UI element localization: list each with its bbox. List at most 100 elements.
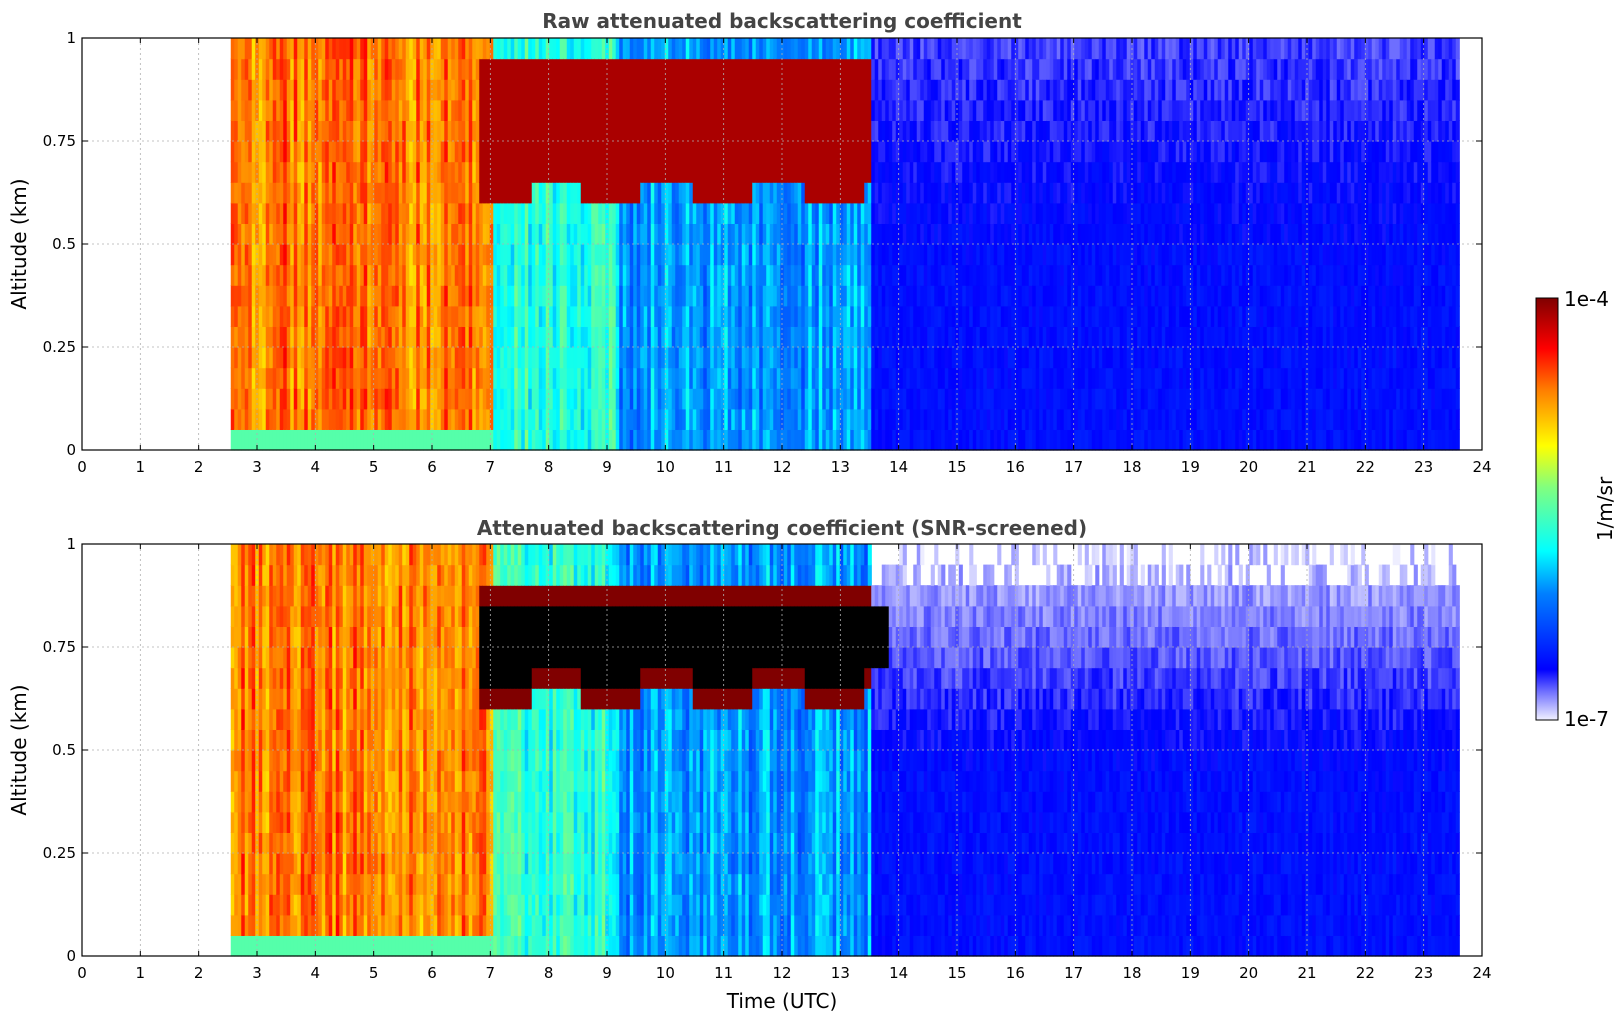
heatmap-cell	[1081, 408, 1086, 430]
heatmap-cell	[1004, 58, 1009, 80]
heatmap-cell	[920, 326, 925, 348]
heatmap-cell	[486, 244, 491, 266]
heatmap-cell	[626, 305, 631, 327]
heatmap-cell	[790, 99, 795, 121]
heatmap-cell	[577, 202, 582, 224]
heatmap-cell	[1021, 182, 1026, 204]
heatmap-cell	[713, 79, 718, 101]
heatmap-cell	[797, 367, 802, 389]
heatmap-cell	[825, 99, 830, 121]
heatmap-cell	[332, 408, 337, 430]
heatmap-cell	[521, 326, 526, 348]
heatmap-cell	[990, 120, 995, 142]
heatmap-cell	[1081, 182, 1086, 204]
heatmap-cell	[1014, 38, 1019, 60]
heatmap-cell	[591, 305, 596, 327]
heatmap-cell	[731, 161, 736, 183]
heatmap-cell	[1063, 223, 1068, 245]
heatmap-cell	[451, 367, 456, 389]
heatmap-cell	[1046, 141, 1051, 163]
heatmap-cell	[689, 429, 694, 451]
heatmap-cell	[272, 408, 277, 430]
heatmap-cell	[787, 367, 792, 389]
heatmap-cell	[423, 120, 428, 142]
heatmap-cell	[671, 285, 676, 307]
heatmap-cell	[1095, 223, 1100, 245]
heatmap-cell	[1004, 388, 1009, 410]
heatmap-cell	[748, 99, 753, 121]
heatmap-cell	[888, 99, 893, 121]
heatmap-cell	[720, 38, 725, 60]
heatmap-cell	[941, 161, 946, 183]
heatmap-cell	[864, 347, 869, 369]
heatmap-cell	[465, 285, 470, 307]
heatmap-cell	[755, 326, 760, 348]
heatmap-cell	[622, 182, 627, 204]
heatmap-cell	[804, 202, 809, 224]
heatmap-cell	[776, 347, 781, 369]
heatmap-cell	[941, 264, 946, 286]
heatmap-cell	[878, 285, 883, 307]
heatmap-cell	[279, 367, 284, 389]
heatmap-cell	[731, 264, 736, 286]
heatmap-cell	[269, 182, 274, 204]
heatmap-cell	[664, 285, 669, 307]
heatmap-cell	[391, 161, 396, 183]
heatmap-cell	[703, 99, 708, 121]
heatmap-cell	[416, 58, 421, 80]
heatmap-cell	[766, 367, 771, 389]
heatmap-cell	[629, 367, 634, 389]
heatmap-cell	[321, 223, 326, 245]
heatmap-cell	[426, 223, 431, 245]
heatmap-cell	[1081, 38, 1086, 60]
heatmap-cell	[972, 223, 977, 245]
heatmap-cell	[752, 326, 757, 348]
heatmap-cell	[850, 79, 855, 101]
heatmap-cell	[692, 141, 697, 163]
heatmap-cell	[353, 244, 358, 266]
heatmap-cell	[1000, 38, 1005, 60]
heatmap-cell	[972, 285, 977, 307]
heatmap-cell	[710, 223, 715, 245]
heatmap-cell	[1028, 429, 1033, 451]
heatmap-cell	[717, 305, 722, 327]
heatmap-cell	[1060, 79, 1065, 101]
heatmap-cell	[598, 99, 603, 121]
heatmap-cell	[1070, 326, 1075, 348]
heatmap-cell	[304, 79, 309, 101]
heatmap-cell	[832, 285, 837, 307]
heatmap-cell	[423, 305, 428, 327]
heatmap-cell	[755, 305, 760, 327]
heatmap-cell	[279, 223, 284, 245]
heatmap-cell	[710, 264, 715, 286]
heatmap-cell	[1021, 305, 1026, 327]
heatmap-cell	[941, 429, 946, 451]
heatmap-cell	[717, 141, 722, 163]
heatmap-cell	[290, 326, 295, 348]
heatmap-cell	[384, 326, 389, 348]
heatmap-cell	[1035, 38, 1040, 60]
heatmap-cell	[594, 326, 599, 348]
heatmap-cell	[906, 305, 911, 327]
heatmap-cell	[976, 388, 981, 410]
heatmap-cell	[377, 99, 382, 121]
heatmap-cell	[1000, 141, 1005, 163]
heatmap-cell	[979, 367, 984, 389]
heatmap-cell	[286, 38, 291, 60]
heatmap-cell	[1021, 202, 1026, 224]
heatmap-cell	[402, 367, 407, 389]
heatmap-cell	[608, 244, 613, 266]
heatmap-cell	[542, 326, 547, 348]
heatmap-cell	[664, 305, 669, 327]
heatmap-cell	[419, 182, 424, 204]
heatmap-cell	[374, 408, 379, 430]
heatmap-cell	[1067, 182, 1072, 204]
heatmap-cell	[762, 264, 767, 286]
heatmap-cell	[720, 326, 725, 348]
heatmap-cell	[685, 161, 690, 183]
heatmap-cell	[720, 244, 725, 266]
heatmap-cell	[647, 182, 652, 204]
heatmap-cell	[482, 429, 487, 451]
heatmap-cell	[1025, 429, 1030, 451]
heatmap-cell	[426, 347, 431, 369]
